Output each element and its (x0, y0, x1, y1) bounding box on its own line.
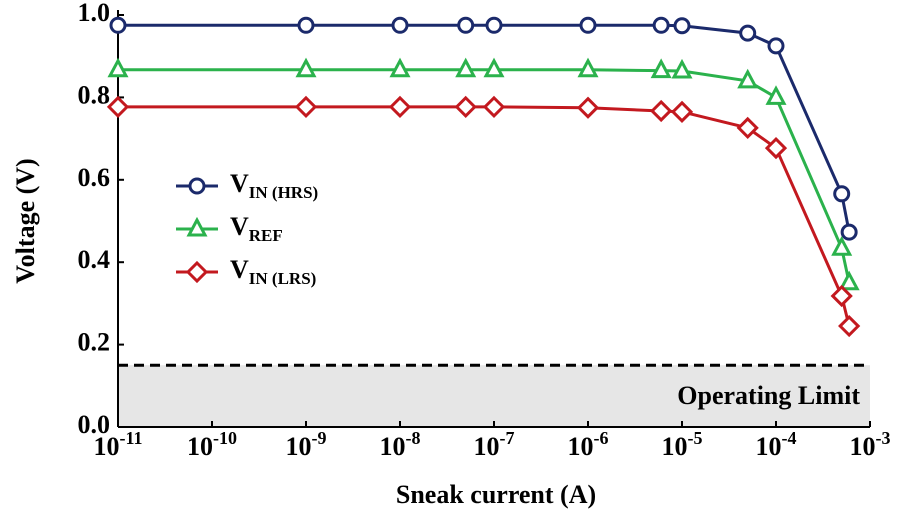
marker (455, 57, 477, 78)
x-tick-exponent: -8 (406, 428, 421, 448)
marker (107, 57, 129, 78)
marker (389, 57, 411, 78)
marker (736, 116, 759, 140)
marker (185, 260, 209, 284)
marker (297, 16, 315, 34)
marker (838, 314, 861, 338)
x-tick-base: 10 (286, 432, 312, 461)
x-tick-base: 10 (756, 432, 782, 461)
x-tick-exponent: -11 (119, 428, 142, 448)
limit-label: Operating Limit (677, 381, 860, 410)
marker (831, 236, 853, 256)
legend-subscript: IN (LRS) (249, 269, 317, 288)
marker (670, 100, 694, 123)
x-tick-base: 10 (93, 432, 119, 461)
legend-subscript: IN (HRS) (249, 183, 318, 202)
y-tick-label: 0.4 (78, 245, 111, 274)
x-tick-exponent: -3 (876, 428, 891, 448)
x-tick-exponent: -5 (688, 428, 703, 448)
marker (840, 223, 858, 241)
marker (391, 16, 409, 34)
marker (295, 57, 317, 78)
y-tick-label: 0.0 (78, 410, 111, 439)
marker (650, 99, 673, 123)
x-tick-label: 10-10 (187, 428, 237, 461)
x-tick-exponent: -9 (312, 428, 327, 448)
marker (457, 16, 475, 34)
x-tick-base: 10 (850, 432, 876, 461)
marker (652, 16, 670, 34)
marker (485, 16, 503, 34)
marker (186, 216, 208, 237)
x-tick-label: 10-7 (474, 428, 515, 461)
series-line (118, 23, 851, 233)
y-tick-label: 0.8 (78, 80, 111, 109)
marker (579, 16, 597, 34)
marker (188, 177, 206, 195)
legend-subscript: REF (249, 226, 283, 245)
legend-name: V (230, 255, 249, 284)
marker (650, 58, 672, 79)
marker (109, 16, 127, 34)
y-axis-label: Voltage (V) (11, 158, 40, 283)
x-axis-label: Sneak current (A) (396, 480, 596, 509)
marker (830, 284, 853, 308)
x-tick-label: 10-4 (756, 428, 797, 461)
legend-name: V (230, 169, 249, 198)
marker (673, 17, 691, 35)
legend-label: VREF (230, 212, 283, 245)
series-line (118, 105, 851, 327)
x-tick-base: 10 (474, 432, 500, 461)
x-tick-label: 10-8 (380, 428, 421, 461)
marker (483, 57, 505, 78)
x-tick-label: 10-5 (662, 428, 703, 461)
marker (764, 136, 788, 160)
marker (388, 95, 412, 118)
x-tick-base: 10 (187, 432, 213, 461)
x-tick-label: 10-3 (850, 428, 891, 461)
x-tick-base: 10 (568, 432, 594, 461)
legend-label: VIN (HRS) (230, 169, 318, 202)
marker (576, 96, 600, 119)
marker (767, 37, 785, 55)
marker (838, 270, 860, 291)
legend-name: V (230, 212, 249, 241)
marker (737, 68, 759, 89)
marker (482, 95, 506, 118)
x-tick-label: 10-11 (93, 428, 142, 461)
marker (577, 57, 599, 78)
marker (765, 85, 787, 105)
x-tick-label: 10-6 (568, 428, 609, 461)
x-tick-exponent: -10 (213, 428, 237, 448)
marker (833, 185, 851, 203)
legend-label: VIN (LRS) (230, 255, 316, 288)
marker (739, 24, 757, 42)
marker (294, 95, 318, 118)
series-line (118, 68, 851, 284)
marker (454, 95, 477, 118)
x-tick-exponent: -6 (594, 428, 609, 448)
y-tick-label: 0.2 (78, 328, 111, 357)
x-tick-exponent: -4 (782, 428, 797, 448)
x-tick-exponent: -7 (500, 428, 515, 448)
marker (106, 95, 130, 118)
marker (671, 58, 693, 79)
x-tick-base: 10 (380, 432, 406, 461)
x-tick-base: 10 (662, 432, 688, 461)
y-tick-label: 1.0 (78, 0, 111, 27)
x-tick-label: 10-9 (286, 428, 327, 461)
limit-region (118, 365, 870, 427)
y-tick-label: 0.6 (78, 163, 111, 192)
